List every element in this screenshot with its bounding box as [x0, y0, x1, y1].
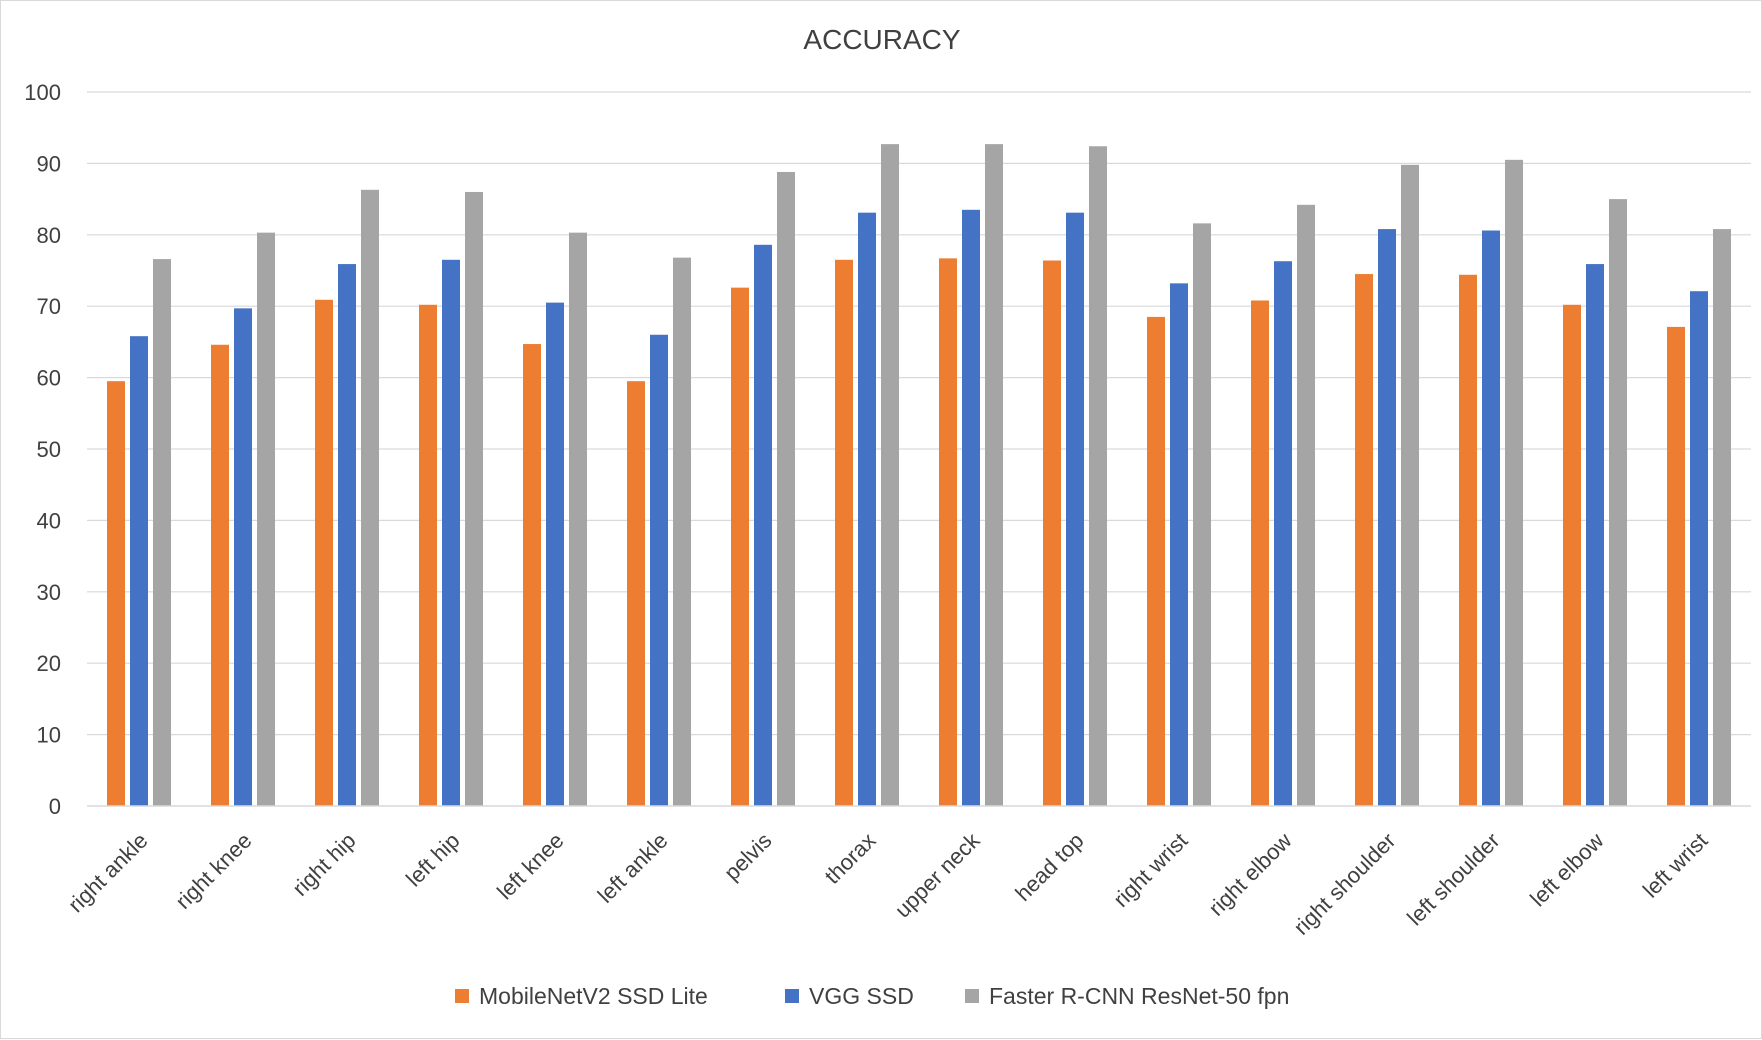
- legend-swatch: [455, 989, 469, 1003]
- x-tick-label: right elbow: [1204, 828, 1297, 921]
- bar: [1066, 212, 1084, 806]
- y-axis-ticks: 0 10 20 30 40 50 60 70 80 90 100: [24, 80, 61, 819]
- bar: [442, 259, 460, 806]
- bar: [1459, 274, 1477, 806]
- bar: [546, 302, 564, 806]
- bar: [338, 264, 356, 807]
- bar: [1378, 229, 1396, 806]
- legend-swatch: [965, 989, 979, 1003]
- bar: [1401, 164, 1419, 806]
- bar: [1482, 230, 1500, 807]
- legend-label: VGG SSD: [809, 983, 914, 1009]
- y-tick-label: 40: [37, 508, 61, 533]
- bar: [1193, 223, 1211, 807]
- legend-label: MobileNetV2 SSD Lite: [479, 983, 708, 1009]
- bar: [107, 381, 125, 806]
- bar: [731, 287, 749, 806]
- bar: [939, 258, 957, 806]
- bar: [1251, 300, 1269, 806]
- legend-label: Faster R-CNN ResNet-50 fpn: [989, 983, 1289, 1009]
- x-tick-label: left knee: [492, 828, 568, 904]
- x-tick-label: left hip: [401, 828, 465, 892]
- bar: [858, 212, 876, 806]
- bar: [835, 259, 853, 806]
- bar: [962, 209, 980, 806]
- bar: [315, 299, 333, 806]
- x-tick-label: head top: [1010, 828, 1088, 906]
- bar: [673, 257, 691, 806]
- y-tick-label: 20: [37, 651, 61, 676]
- y-tick-label: 70: [37, 294, 61, 319]
- chart-title: ACCURACY: [803, 24, 960, 55]
- x-tick-label: right shoulder: [1289, 828, 1401, 940]
- x-tick-label: left ankle: [593, 828, 673, 908]
- bar: [627, 381, 645, 806]
- bar: [1147, 316, 1165, 806]
- x-tick-label: pelvis: [719, 828, 776, 885]
- y-tick-label: 0: [49, 794, 61, 819]
- y-tick-label: 60: [37, 366, 61, 391]
- bar: [1586, 264, 1604, 807]
- bar: [1297, 204, 1315, 806]
- bar: [650, 334, 668, 806]
- bar: [777, 171, 795, 806]
- bar: [1713, 229, 1731, 806]
- x-tick-label: right knee: [171, 828, 257, 914]
- bar: [569, 232, 587, 806]
- bar: [153, 259, 171, 806]
- bar: [1170, 283, 1188, 806]
- bar: [211, 344, 229, 806]
- y-tick-label: 80: [37, 223, 61, 248]
- bar: [523, 344, 541, 806]
- bar: [1274, 261, 1292, 806]
- gridlines: [87, 91, 1751, 736]
- y-tick-label: 10: [37, 723, 61, 748]
- y-tick-label: 30: [37, 580, 61, 605]
- bar: [465, 191, 483, 806]
- bar: [1667, 326, 1685, 806]
- bar: [1690, 291, 1708, 806]
- bar: [361, 189, 379, 806]
- bar: [130, 336, 148, 806]
- x-tick-label: left shoulder: [1402, 828, 1504, 930]
- x-axis-ticks: right ankle right knee right hip left hip le…: [63, 827, 1712, 940]
- bar: [1609, 199, 1627, 807]
- legend: MobileNetV2 SSD Lite VGG SSD Faster R-CNN …: [455, 983, 1289, 1009]
- x-tick-label: right wrist: [1108, 828, 1192, 912]
- x-tick-label: left wrist: [1638, 828, 1713, 903]
- x-tick-label: thorax: [820, 828, 881, 889]
- bars: [107, 144, 1731, 807]
- x-tick-label: upper neck: [890, 827, 985, 922]
- x-tick-label: right ankle: [63, 828, 152, 917]
- bar: [234, 308, 252, 806]
- bar: [419, 304, 437, 806]
- legend-swatch: [785, 989, 799, 1003]
- bar: [881, 144, 899, 806]
- bar: [257, 232, 275, 806]
- bar: [1563, 304, 1581, 806]
- bar: [985, 144, 1003, 806]
- bar: [1505, 159, 1523, 806]
- y-tick-label: 90: [37, 151, 61, 176]
- y-tick-label: 50: [37, 437, 61, 462]
- x-tick-label: left elbow: [1525, 828, 1608, 911]
- bar: [1355, 274, 1373, 806]
- x-tick-label: right hip: [288, 828, 361, 901]
- bar: [1089, 146, 1107, 806]
- bar: [754, 244, 772, 806]
- y-tick-label: 100: [24, 80, 61, 105]
- bar: [1043, 260, 1061, 806]
